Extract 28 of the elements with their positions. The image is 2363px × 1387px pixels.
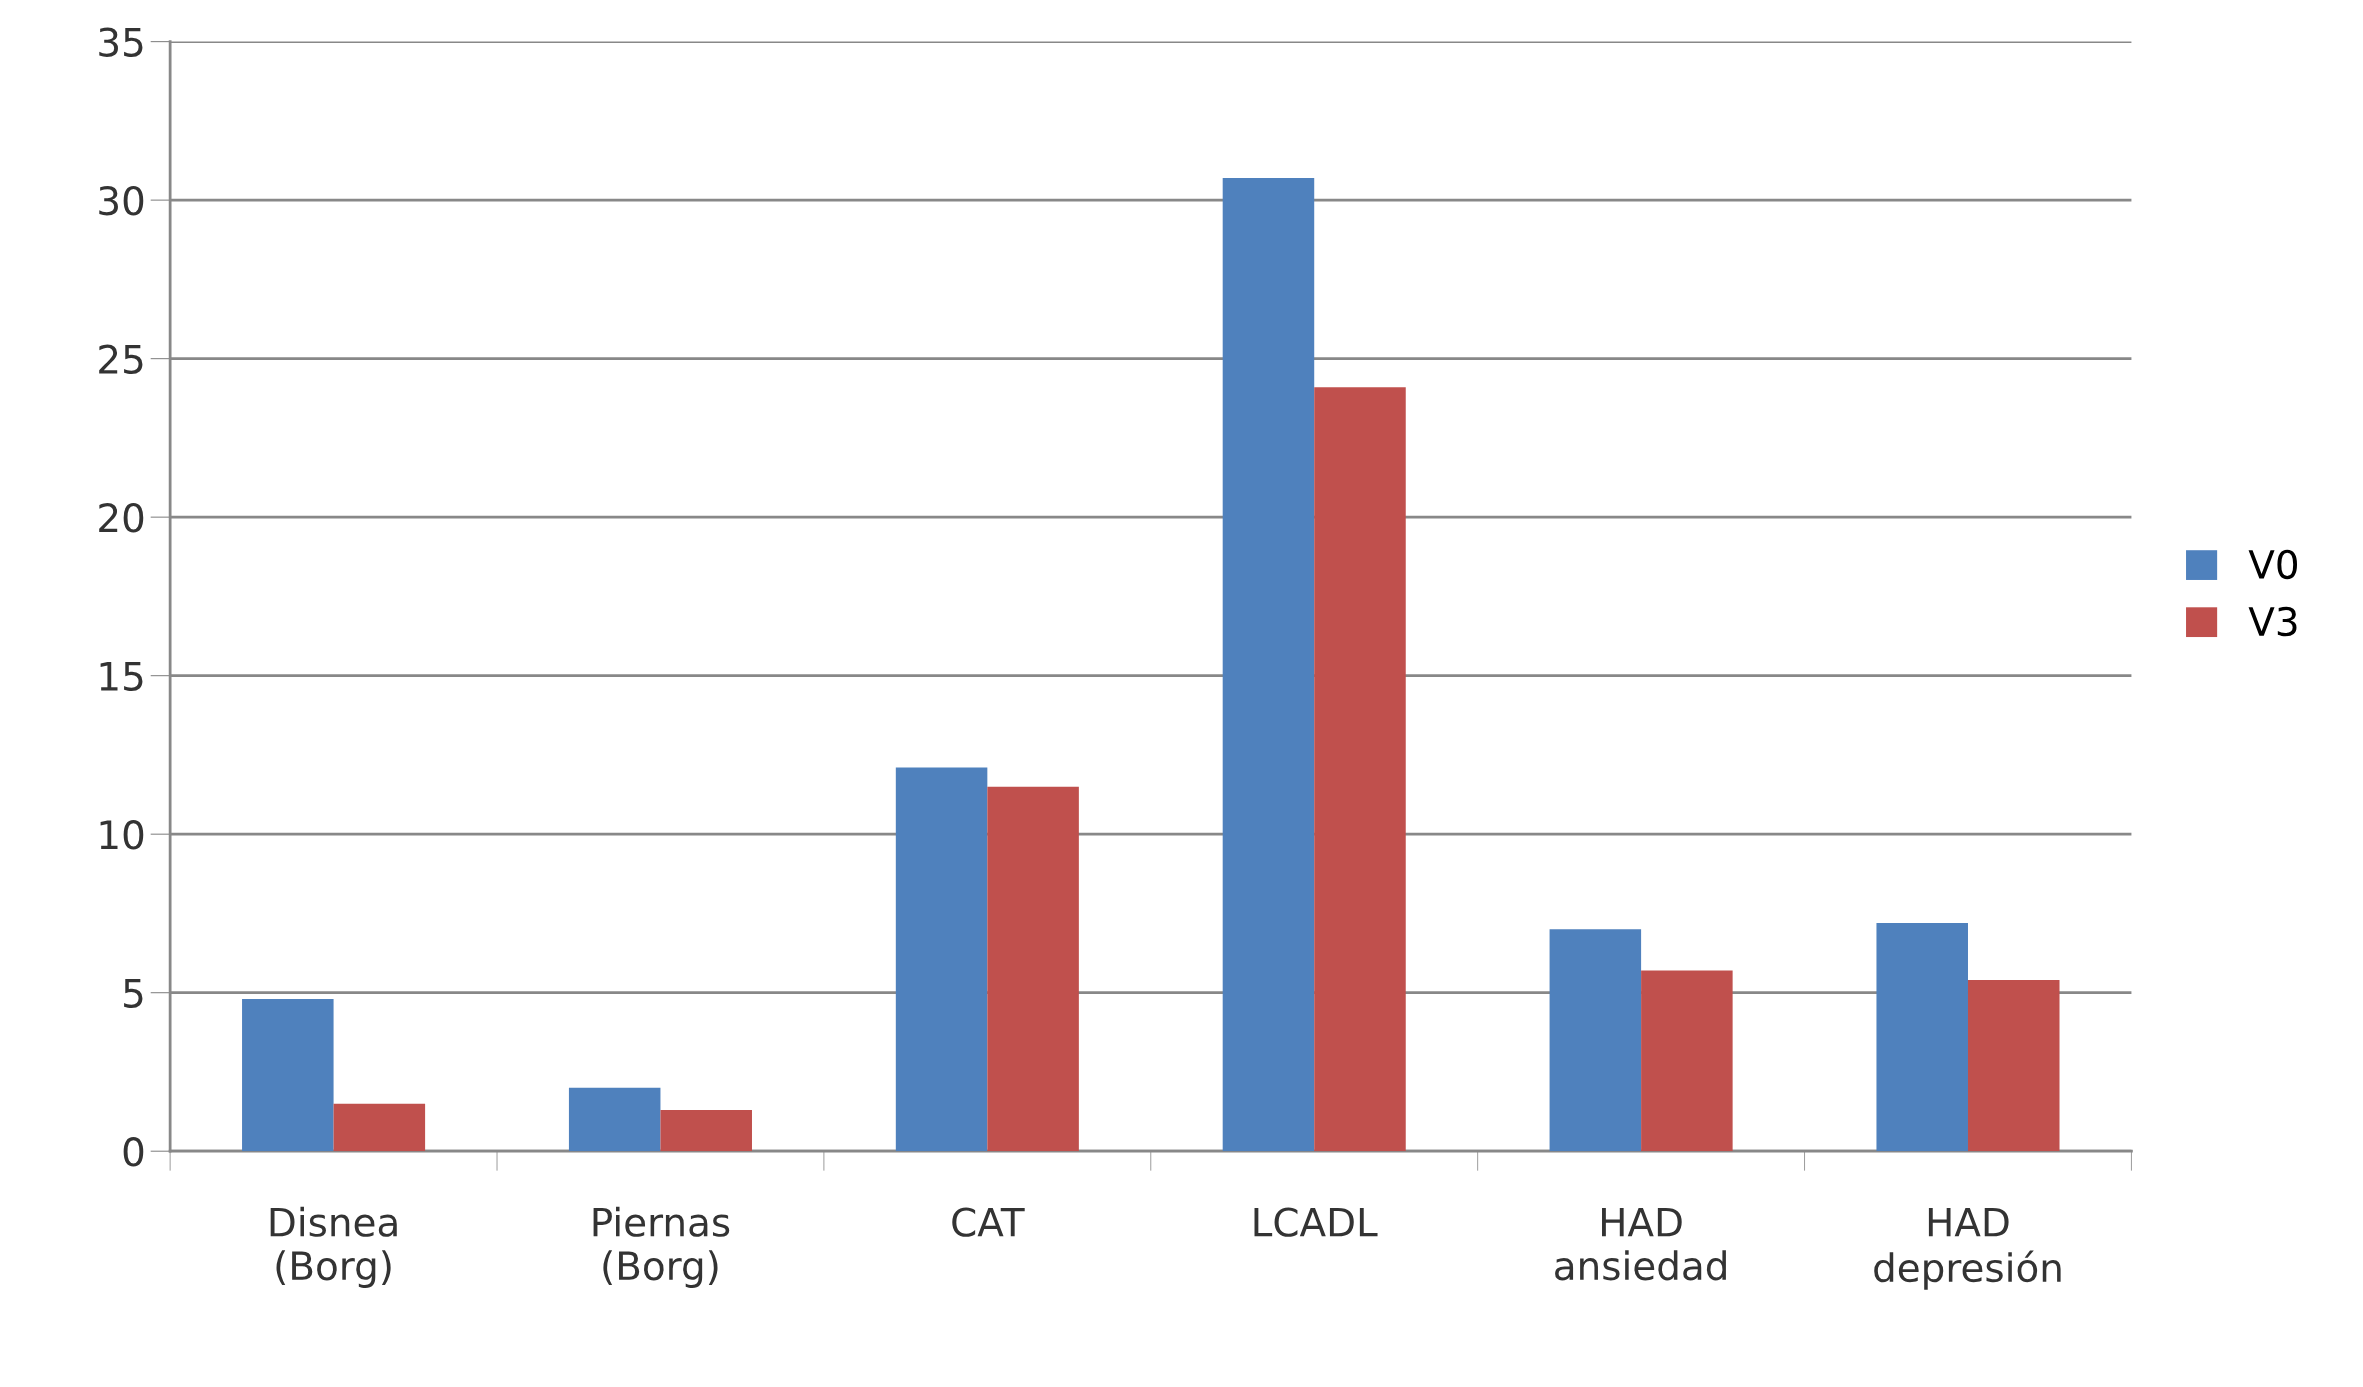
bar xyxy=(1967,980,2060,1152)
x-tick-label: HAD ansiedad xyxy=(1555,1207,1726,1281)
bar xyxy=(1222,177,1315,1152)
x-tick-label: CAT xyxy=(952,1207,1025,1237)
y-tick-label: 20 xyxy=(99,503,144,533)
y-tick-label: 10 xyxy=(100,820,144,850)
x-tick-label: Piernas (Borg) xyxy=(593,1206,730,1288)
y-tick-label: 25 xyxy=(99,344,143,374)
bar xyxy=(660,1110,752,1152)
bar xyxy=(333,1103,426,1152)
y-tick-label: 30 xyxy=(99,186,144,216)
bar xyxy=(895,767,988,1152)
y-tick-label: 5 xyxy=(124,979,143,1009)
x-tick-label: Disnea (Borg) xyxy=(270,1206,397,1288)
bar xyxy=(1876,922,1968,1152)
y-tick-label: 15 xyxy=(100,662,143,691)
bar xyxy=(568,1087,661,1152)
y-tick-label: 35 xyxy=(99,27,143,57)
bar xyxy=(987,786,1079,1152)
bar xyxy=(1314,387,1406,1152)
bar xyxy=(242,999,334,1152)
legend-label: V3 xyxy=(2248,606,2297,637)
x-tick-label: HAD depresión xyxy=(1874,1207,2061,1290)
bar xyxy=(1641,970,1733,1152)
y-tick-label: 0 xyxy=(123,1137,144,1167)
x-tick-label: LCADL xyxy=(1254,1207,1378,1237)
legend-label: V0 xyxy=(2248,549,2298,580)
bar xyxy=(1549,929,1642,1152)
